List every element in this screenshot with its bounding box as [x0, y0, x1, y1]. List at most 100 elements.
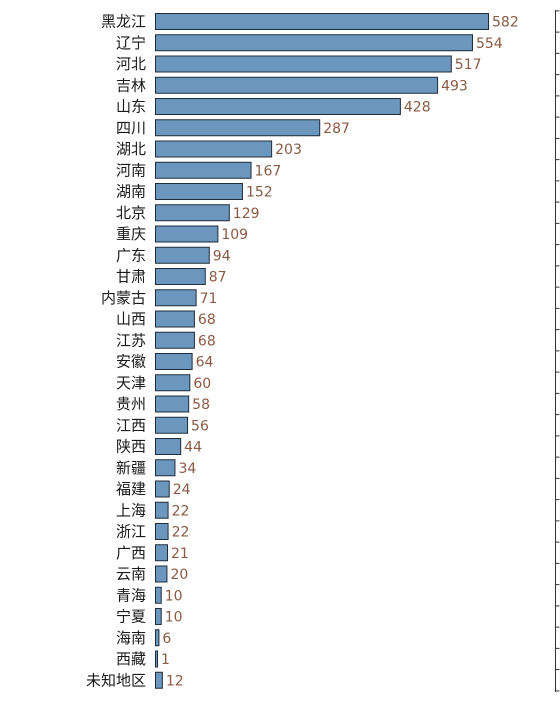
category-label: 海南: [116, 629, 146, 647]
bar: [155, 629, 160, 647]
bar: [155, 183, 243, 200]
bar: [155, 374, 191, 392]
bar: [155, 98, 401, 115]
right-axis-ticks: [555, 10, 560, 692]
value-label: 10: [165, 588, 183, 604]
category-label: 黑龙江: [101, 13, 146, 31]
value-label: 94: [213, 248, 231, 264]
value-label: 24: [173, 482, 191, 498]
bar: [155, 353, 193, 370]
category-label: 浙江: [116, 523, 146, 541]
bar: [155, 204, 230, 222]
bar: [155, 438, 182, 455]
bar: [155, 55, 452, 73]
category-label: 吉林: [116, 76, 146, 94]
value-label: 554: [476, 36, 503, 52]
category-label: 山西: [116, 310, 146, 328]
category-label: 陕西: [116, 438, 146, 456]
value-label: 167: [255, 163, 282, 179]
bar: [155, 650, 158, 668]
value-label: 10: [165, 610, 183, 626]
bars: [155, 13, 489, 689]
value-label: 87: [209, 270, 227, 286]
value-label: 517: [455, 57, 482, 73]
bar: [155, 565, 168, 583]
category-label: 福建: [116, 480, 146, 498]
value-labels: 582 554 517 493 428 287 203 167 152 129 109 94 87 71 6…: [161, 15, 519, 690]
value-label: 60: [193, 376, 211, 392]
category-label: 甘肃: [116, 268, 146, 286]
category-label: 安徽: [116, 353, 146, 371]
bar: [155, 586, 162, 604]
category-label: 云南: [116, 565, 146, 583]
category-label: 四川: [116, 119, 146, 137]
category-label: 天津: [116, 374, 146, 392]
category-label: 山东: [116, 98, 146, 116]
category-label: 河北: [116, 55, 146, 73]
bar: [155, 395, 190, 413]
bar: [155, 480, 170, 498]
bar: [155, 246, 210, 264]
value-label: 34: [178, 461, 196, 477]
bar: [155, 501, 169, 519]
bar: [155, 268, 206, 285]
value-label: 58: [192, 397, 210, 413]
value-label: 109: [221, 227, 248, 243]
bar: [155, 523, 169, 540]
category-label: 宁夏: [116, 608, 146, 626]
value-label: 493: [441, 78, 468, 94]
bar: [155, 225, 219, 243]
category-label: 贵州: [116, 395, 146, 413]
bar: [155, 416, 189, 434]
bar: [155, 310, 195, 328]
value-label: 71: [200, 291, 218, 307]
bar: [155, 671, 163, 689]
value-label: 6: [162, 631, 171, 647]
value-label: 56: [191, 418, 209, 434]
category-label: 重庆: [116, 225, 146, 243]
category-label: 湖北: [116, 140, 146, 158]
value-label: 44: [184, 440, 202, 456]
value-label: 68: [198, 333, 216, 349]
bar: [155, 289, 197, 307]
bar: [155, 459, 176, 477]
value-label: 12: [166, 673, 184, 689]
bar: [155, 140, 273, 158]
value-label: 68: [198, 312, 216, 328]
value-label: 129: [233, 206, 260, 222]
bar: [155, 119, 321, 137]
category-label: 新疆: [116, 459, 146, 477]
value-label: 428: [404, 100, 431, 116]
category-label: 辽宁: [116, 34, 146, 52]
bar: [155, 544, 169, 562]
category-label: 西藏: [116, 650, 146, 668]
category-label: 江西: [116, 416, 146, 434]
value-label: 1: [161, 652, 170, 668]
value-label: 582: [492, 15, 519, 31]
bar: [155, 161, 252, 179]
value-label: 203: [275, 142, 302, 158]
category-label: 江苏: [116, 331, 146, 349]
bar: [155, 34, 473, 52]
category-label: 河南: [116, 161, 146, 179]
value-label: 64: [196, 355, 214, 371]
value-label: 22: [172, 525, 190, 541]
bar: [155, 13, 489, 30]
category-label: 北京: [116, 204, 146, 222]
category-label: 未知地区: [86, 671, 146, 689]
value-label: 22: [172, 503, 190, 519]
value-label: 287: [323, 121, 350, 137]
bar: [155, 331, 195, 349]
category-labels: 黑龙江辽宁河北吉林山东四川湖北河南湖南北京重庆广东甘肃内蒙古山西江苏安徽天津贵州…: [86, 13, 146, 690]
category-label: 上海: [116, 501, 146, 519]
category-label: 广东: [116, 246, 146, 264]
category-label: 青海: [116, 586, 146, 604]
category-label: 内蒙古: [101, 289, 146, 307]
category-label: 广西: [116, 544, 146, 562]
bar: [155, 608, 162, 625]
value-label: 21: [171, 546, 189, 562]
value-label: 152: [246, 185, 273, 201]
bar: [155, 76, 439, 94]
category-label: 湖南: [116, 183, 146, 201]
